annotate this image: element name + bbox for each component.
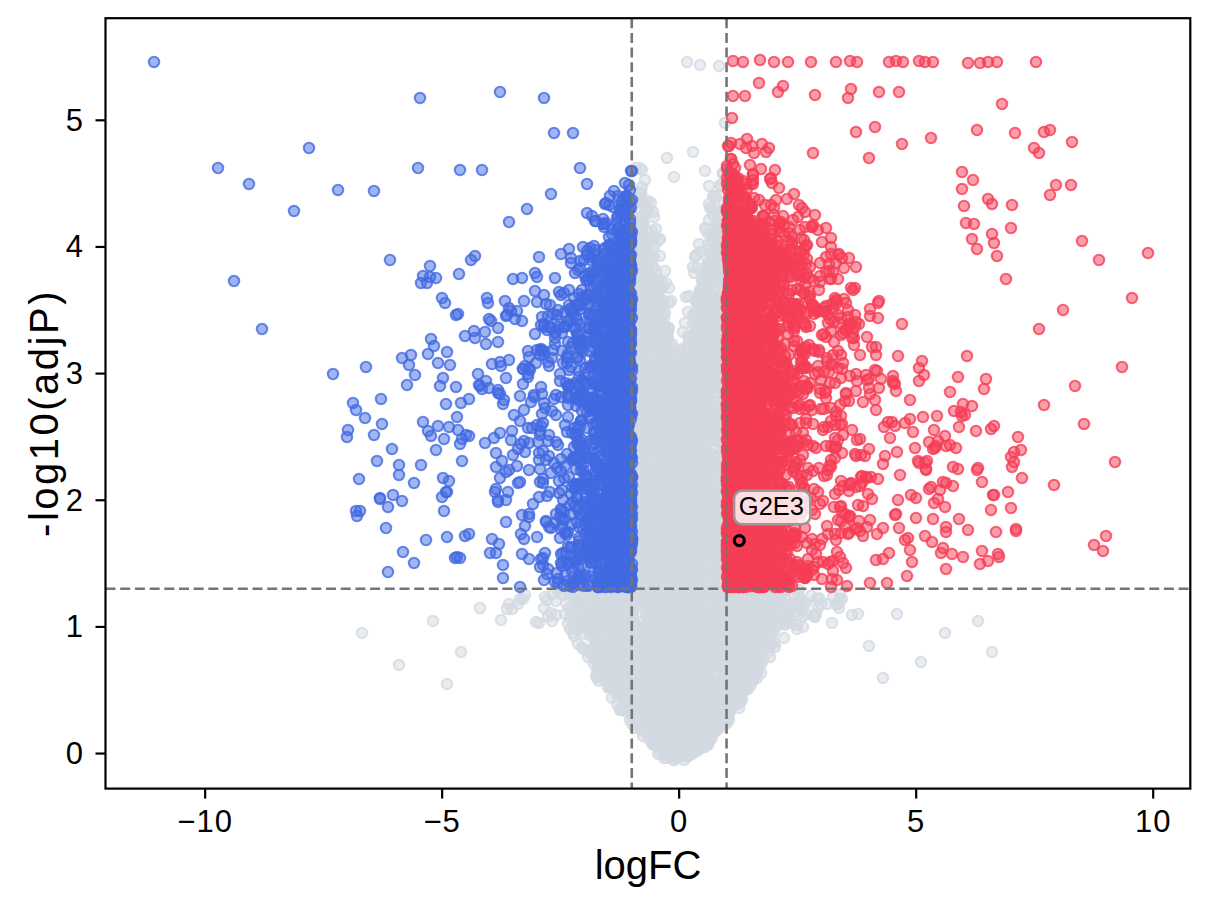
svg-text:5: 5 [66,103,84,138]
svg-text:3: 3 [66,356,84,391]
svg-text:-log10(adjP): -log10(adjP) [22,289,66,537]
svg-text:1: 1 [66,609,84,644]
svg-text:5: 5 [907,804,925,839]
svg-text:G2E3: G2E3 [739,492,804,520]
svg-text:2: 2 [66,483,84,518]
svg-text:0: 0 [66,736,84,771]
svg-text:10: 10 [1135,804,1171,839]
svg-text:logFC: logFC [595,843,702,887]
svg-text:0: 0 [670,804,688,839]
svg-text:−5: −5 [423,804,460,839]
svg-text:−10: −10 [177,804,233,839]
svg-text:4: 4 [66,229,84,264]
